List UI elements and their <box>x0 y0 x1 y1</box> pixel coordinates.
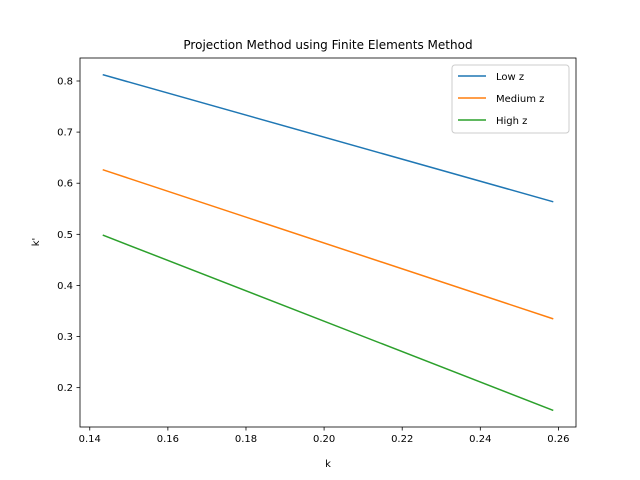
legend-label-2: High z <box>496 116 527 127</box>
series-line-0 <box>102 73 554 203</box>
y-tick-label: 0.5 <box>57 230 73 241</box>
legend-label-1: Medium z <box>496 94 544 105</box>
y-tick-label: 0.2 <box>57 383 73 394</box>
y-tick-label: 0.3 <box>57 332 73 343</box>
legend-label-0: Low z <box>496 72 524 83</box>
x-tick-label: 0.26 <box>547 434 569 445</box>
chart-title: Projection Method using Finite Elements … <box>183 38 472 52</box>
legend: Low z Medium z High z <box>451 64 570 134</box>
y-tick-label: 0.8 <box>57 76 73 87</box>
x-tick-label: 0.18 <box>235 434 257 445</box>
y-tick-label: 0.6 <box>57 179 73 190</box>
series-line-1 <box>102 168 554 320</box>
x-tick-label: 0.22 <box>391 434 413 445</box>
y-tick-label: 0.7 <box>57 128 73 139</box>
x-tick-label: 0.14 <box>79 434 101 445</box>
series-line-2 <box>102 234 554 412</box>
x-tick-label: 0.20 <box>313 434 335 445</box>
x-tick-label: 0.16 <box>157 434 179 445</box>
y-axis-label: k' <box>31 238 42 247</box>
plot-area: 0.14 0.16 0.18 0.20 0.22 0.24 0.26 0.2 0.3 0.4 0.5… <box>57 57 577 445</box>
x-tick-label: 0.24 <box>469 434 491 445</box>
y-tick-label: 0.4 <box>57 281 73 292</box>
legend-box <box>451 64 570 134</box>
axes-frame <box>79 57 577 428</box>
x-axis-label: k <box>325 459 331 470</box>
